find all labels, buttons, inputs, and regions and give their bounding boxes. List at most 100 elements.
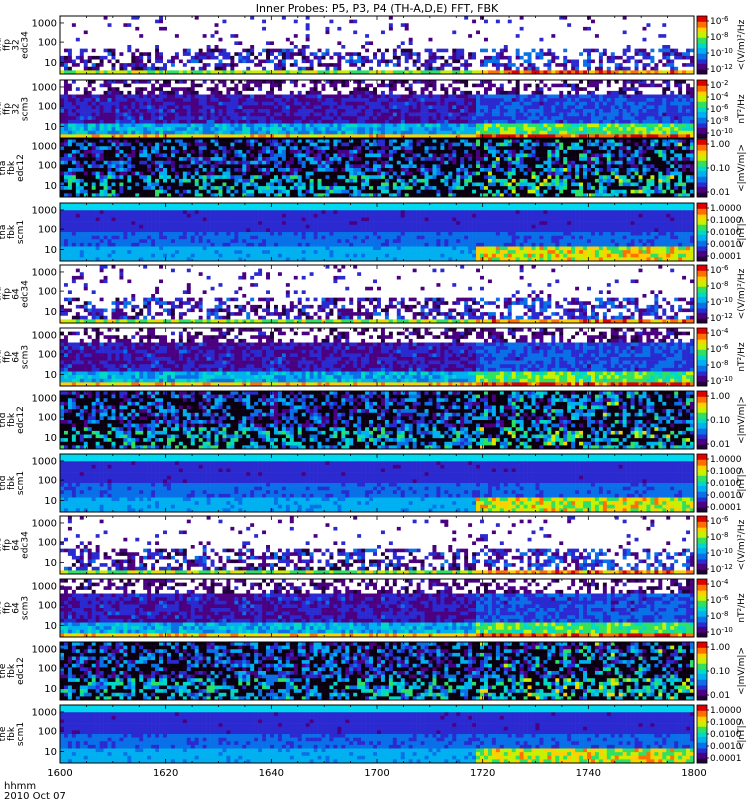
spectrogram-cells xyxy=(60,705,694,763)
colorbar-tick-label: 0.01 xyxy=(710,691,730,701)
tick-base: 10 xyxy=(710,345,722,355)
y-tick-label: 100 xyxy=(38,413,57,424)
colorbar-tick-label: 10-8 xyxy=(710,115,728,127)
colorbar-tick-label: 1.0000 xyxy=(710,706,742,716)
spectrogram-cells xyxy=(60,516,694,574)
tick-base: 10 xyxy=(710,612,722,622)
colorbar-tick-label: 10-10 xyxy=(710,375,733,387)
tick-exponent: -6 xyxy=(721,343,729,351)
tick-base: 10 xyxy=(710,33,722,43)
tick-exponent: -6 xyxy=(721,594,729,602)
tick-base: 10 xyxy=(710,117,722,127)
tick-exponent: -12 xyxy=(721,312,732,320)
x-tick-label: 1600 xyxy=(47,768,72,779)
colorbar-tick-label: 0.0001 xyxy=(710,754,742,764)
tick-base: 10 xyxy=(710,628,722,638)
colorbar: 1.000.100.01<|mV/m|> xyxy=(697,391,747,450)
y-tick-label: 100 xyxy=(38,664,57,675)
colorbar-tick-label: 10-10 xyxy=(710,296,733,308)
y-tick-label: 10 xyxy=(44,181,57,192)
colorbar-tick-label: 1.0000 xyxy=(710,204,742,214)
colorbar-tick-label: 10-6 xyxy=(710,15,729,27)
colorbar-unit: nT²/Hz xyxy=(737,593,747,623)
y-tick-label: 100 xyxy=(38,225,57,236)
colorbar-unit: <|mV/m|> xyxy=(737,144,747,192)
colorbar-tick-label: 10-10 xyxy=(710,127,733,139)
y-tick-label: 10 xyxy=(44,58,57,69)
colorbar-tick-label: 1.00 xyxy=(710,392,730,402)
panel-ylabel: thafbkscm1 xyxy=(0,220,26,244)
colorbar-tick-label: 10-6 xyxy=(710,343,729,355)
panel-ylabel: thdffp64edc34 xyxy=(0,280,31,308)
tick-exponent: -6 xyxy=(721,515,729,523)
colorbar-tick-label: 0.0001 xyxy=(710,252,742,262)
colorbar: 1.000.100.01<|mV/m|> xyxy=(697,139,747,198)
panel-ylabel-line: scm3 xyxy=(21,596,31,620)
colorbar-tick-label: 1.0000 xyxy=(710,455,742,465)
tick-base: 10 xyxy=(710,105,722,115)
colorbar-tick-label: 10-8 xyxy=(710,531,728,543)
colorbar-unit: <|mV/m|> xyxy=(737,647,747,695)
y-tick-label: 100 xyxy=(38,287,57,298)
colorbar-tick-label: 0.0001 xyxy=(710,503,742,513)
tick-exponent: -8 xyxy=(721,359,728,367)
tick-base: 10 xyxy=(710,93,722,103)
colorbar-tick-label: 10-10 xyxy=(710,47,733,59)
y-tick-label: 10 xyxy=(44,747,57,758)
tick-base: 10 xyxy=(710,65,722,75)
panel-ylabel-line: edc12 xyxy=(16,154,26,182)
y-tick-label: 10 xyxy=(44,245,57,256)
panel-ylabel-line: edc34 xyxy=(21,531,31,559)
colorbar-tick-label: 10-8 xyxy=(710,31,728,43)
colorbar-tick-label: 10-12 xyxy=(710,312,733,324)
panel-ylabel: thdfbkedc12 xyxy=(0,406,26,434)
tick-base: 10 xyxy=(710,377,722,387)
tick-base: 10 xyxy=(710,565,722,575)
tick-base: 10 xyxy=(710,81,722,91)
tick-exponent: -8 xyxy=(721,115,728,123)
y-tick-label: 1000 xyxy=(32,205,57,216)
tick-exponent: -6 xyxy=(721,103,729,111)
colorbar-tick-label: 0.10 xyxy=(710,416,730,426)
y-tick-label: 1000 xyxy=(32,518,57,529)
colorbar-tick-label: 1.00 xyxy=(710,140,730,150)
panel-ylabel-line: scm1 xyxy=(16,220,26,244)
x-tick-label: 1640 xyxy=(259,768,284,779)
y-tick-label: 100 xyxy=(38,538,57,549)
tick-exponent: -4 xyxy=(721,578,729,586)
y-tick-label: 10 xyxy=(44,122,57,133)
colorbar-tick-label: 10-6 xyxy=(710,594,729,606)
tick-base: 10 xyxy=(710,580,722,590)
spectrogram-cells xyxy=(60,16,694,74)
y-tick-label: 100 xyxy=(38,476,57,487)
colorbar-tick-label: 0.10 xyxy=(710,164,730,174)
y-tick-label: 100 xyxy=(38,350,57,361)
colorbar-tick-label: 0.10 xyxy=(710,667,730,677)
colorbar-unit: <|nT|> xyxy=(737,216,747,248)
y-tick-label: 10 xyxy=(44,307,57,318)
y-tick-label: 100 xyxy=(38,161,57,172)
tick-exponent: -10 xyxy=(721,127,732,135)
panel-tha-edc34: 101001000thaffp32edc3410-610-810-1010-12… xyxy=(0,15,747,75)
tick-exponent: -8 xyxy=(721,280,728,288)
colorbar-tick-label: 10-6 xyxy=(710,515,729,527)
spectrogram-cells xyxy=(60,328,694,386)
panel-ylabel: thefbkedc12 xyxy=(0,657,26,685)
panel-ylabel-line: edc12 xyxy=(16,406,26,434)
tick-base: 10 xyxy=(710,533,722,543)
y-tick-label: 1000 xyxy=(32,267,57,278)
panel-ylabel-line: edc34 xyxy=(21,31,31,59)
colorbar-unit: <(V/m)²/Hz xyxy=(737,519,747,570)
y-tick-label: 10 xyxy=(44,621,57,632)
colorbar-tick-label: 10-12 xyxy=(710,563,733,575)
spectrogram-cells xyxy=(60,579,694,637)
x-tick-label: 1720 xyxy=(470,768,495,779)
panel-ylabel: theffp64scm3 xyxy=(0,596,31,620)
spectrogram-figure: Inner Probes: P5, P3, P4 (TH-A,D,E) FFT,… xyxy=(0,0,750,800)
tick-base: 10 xyxy=(710,17,722,27)
